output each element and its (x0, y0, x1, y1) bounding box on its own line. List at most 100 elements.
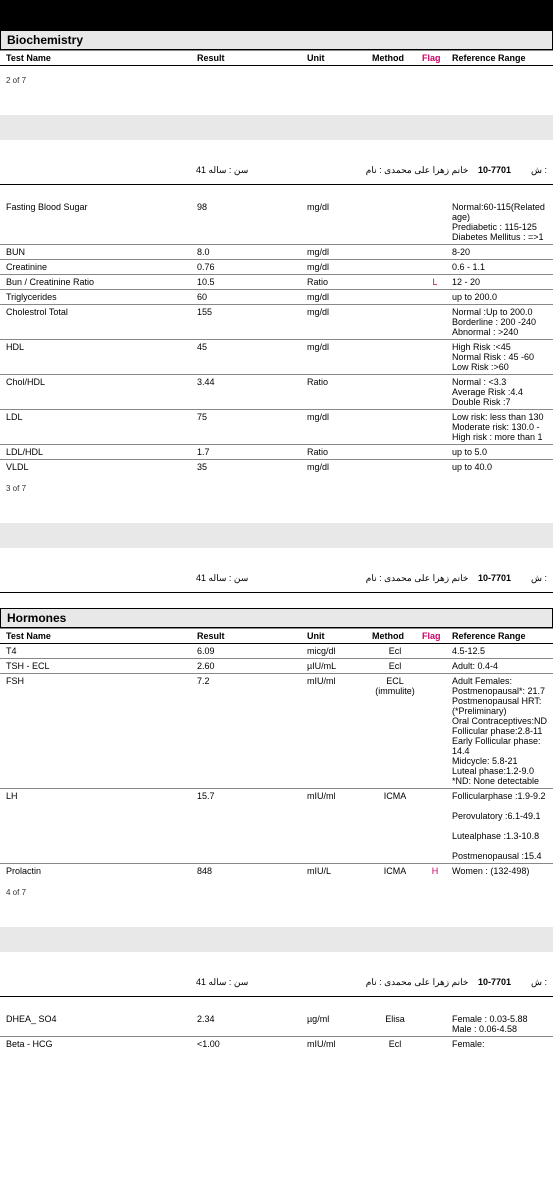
cell-method (370, 200, 420, 245)
cell-name: Bun / Creatinine Ratio (0, 275, 195, 290)
cell-result: 2.34 (195, 1012, 305, 1037)
cell-flag (420, 644, 450, 659)
cell-method (370, 245, 420, 260)
cell-unit: mIU/ml (305, 1037, 370, 1052)
cell-flag (420, 200, 450, 245)
cell-name: LH (0, 789, 195, 864)
cell-result: 10.5 (195, 275, 305, 290)
cell-result: 7.2 (195, 674, 305, 789)
cell-result: 45 (195, 340, 305, 375)
biochemistry-table: Fasting Blood Sugar98mg/dlNormal:60-115(… (0, 200, 553, 474)
page-3-info: 3 of 7 (0, 474, 553, 523)
cell-name: Triglycerides (0, 290, 195, 305)
cell-name: Prolactin (0, 864, 195, 879)
cell-result: 15.7 (195, 789, 305, 864)
table-row: HDL45mg/dlHigh Risk :<45 Normal Risk : 4… (0, 340, 553, 375)
column-header-hormones: Test Name Result Unit Method Flag Refere… (0, 628, 553, 644)
cell-unit: mIU/ml (305, 789, 370, 864)
table-row: Bun / Creatinine Ratio10.5RatioL12 - 20 (0, 275, 553, 290)
hormones-header: Hormones (0, 608, 553, 628)
cell-result: 8.0 (195, 245, 305, 260)
cell-flag (420, 445, 450, 460)
patient-sh: ش : (531, 573, 547, 584)
table-row: LDL/HDL1.7Ratioup to 5.0 (0, 445, 553, 460)
page-gap (0, 927, 553, 952)
table-row: Triglycerides60mg/dl up to 200.0 (0, 290, 553, 305)
cell-unit: mg/dl (305, 200, 370, 245)
cell-flag (420, 305, 450, 340)
cell-unit: mIU/L (305, 864, 370, 879)
cell-flag (420, 410, 450, 445)
hdr-result: Result (195, 629, 305, 644)
cell-ref: Female: (450, 1037, 553, 1052)
hdr-testname: Test Name (0, 629, 195, 644)
table-row: LDL75mg/dlLow risk: less than 130 Modera… (0, 410, 553, 445)
hdr-flag: Flag (420, 51, 450, 66)
hdr-ref: Reference Range (450, 51, 553, 66)
table-row: Cholestrol Total155mg/dlNormal :Up to 20… (0, 305, 553, 340)
patient-id: 10-7701 (478, 573, 511, 583)
cell-result: 1.7 (195, 445, 305, 460)
cell-method: ICMA (370, 864, 420, 879)
cell-unit: mg/dl (305, 305, 370, 340)
cell-method (370, 260, 420, 275)
cell-method: Elisa (370, 1012, 420, 1037)
cell-result: 0.76 (195, 260, 305, 275)
cell-method (370, 290, 420, 305)
hdr-method: Method (370, 629, 420, 644)
cell-result: 35 (195, 460, 305, 475)
cell-result: <1.00 (195, 1037, 305, 1052)
patient-info-row: ش : 10-7701 سن : ساله 41 نام : خانم زهرا… (0, 952, 553, 997)
hdr-method: Method (370, 51, 420, 66)
cell-method (370, 460, 420, 475)
cell-flag: H (420, 864, 450, 879)
cell-ref: Female : 0.03-5.88 Male : 0.06-4.58 (450, 1012, 553, 1037)
patient-id: 10-7701 (478, 977, 511, 987)
patient-name: خانم زهرا علی محمدی (384, 573, 468, 584)
patient-name-label: نام : (366, 977, 382, 988)
patient-name-label: نام : (366, 573, 382, 584)
cell-ref: up to 40.0 (450, 460, 553, 475)
cell-method (370, 305, 420, 340)
cell-name: FSH (0, 674, 195, 789)
cell-name: HDL (0, 340, 195, 375)
cell-ref: Women : (132-498) (450, 864, 553, 879)
cell-ref: 12 - 20 (450, 275, 553, 290)
patient-age: سن : ساله 41 (196, 977, 248, 988)
cell-method (370, 445, 420, 460)
cell-name: Beta - HCG (0, 1037, 195, 1052)
cell-name: Creatinine (0, 260, 195, 275)
cell-result: 60 (195, 290, 305, 305)
cell-unit: Ratio (305, 375, 370, 410)
patient-name-label: نام : (366, 165, 382, 176)
cell-flag (420, 659, 450, 674)
patient-info-row: ش : 10-7701 سن : ساله 41 نام : خانم زهرا… (0, 140, 553, 185)
cell-method (370, 375, 420, 410)
table-row: TSH - ECL2.60µIU/mLEclAdult: 0.4-4 (0, 659, 553, 674)
hdr-flag: Flag (420, 629, 450, 644)
hdr-result: Result (195, 51, 305, 66)
hdr-unit: Unit (305, 629, 370, 644)
cell-ref: Normal : <3.3 Average Risk :4.4 Double R… (450, 375, 553, 410)
cell-name: Cholestrol Total (0, 305, 195, 340)
cell-ref: up to 200.0 (450, 290, 553, 305)
table-row: Creatinine0.76mg/dl0.6 - 1.1 (0, 260, 553, 275)
cell-ref: Adult: 0.4-4 (450, 659, 553, 674)
cell-unit: mg/dl (305, 340, 370, 375)
table-row: T46.09micg/dlEcl4.5-12.5 (0, 644, 553, 659)
cell-result: 6.09 (195, 644, 305, 659)
cell-name: LDL (0, 410, 195, 445)
cell-ref: 0.6 - 1.1 (450, 260, 553, 275)
cell-name: LDL/HDL (0, 445, 195, 460)
cell-method: ECL (immulite) (370, 674, 420, 789)
cell-unit: mg/dl (305, 290, 370, 305)
cell-unit: µIU/mL (305, 659, 370, 674)
cell-method (370, 340, 420, 375)
table-row: BUN8.0mg/dl8-20 (0, 245, 553, 260)
cell-method: Ecl (370, 644, 420, 659)
table-row: Prolactin848mIU/LICMAHWomen : (132-498) (0, 864, 553, 879)
page-4-info: 4 of 7 (0, 878, 553, 927)
top-black-bar (0, 0, 553, 30)
cell-unit: mIU/ml (305, 674, 370, 789)
cell-name: BUN (0, 245, 195, 260)
